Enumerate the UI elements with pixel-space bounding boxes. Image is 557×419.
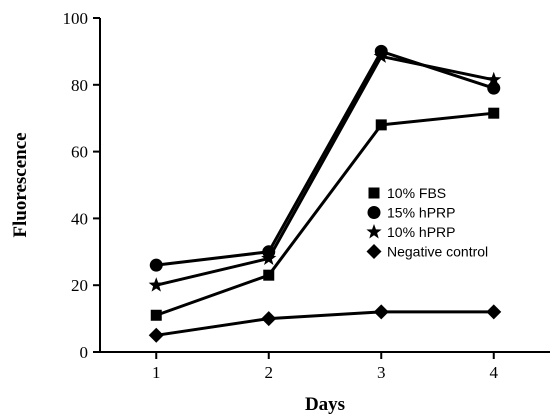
series-line-3 (156, 310, 494, 337)
y-axis-title: Fluorescence (10, 132, 31, 237)
y-tick-label: 0 (80, 343, 89, 362)
series-0-point (488, 107, 500, 119)
series-markers (148, 44, 502, 343)
series-line-1 (156, 49, 495, 267)
legend: 10% FBS 15% hPRP 10% hPRP Negative control (366, 185, 488, 260)
series-line-0 (155, 111, 494, 317)
series-3-point (148, 327, 164, 343)
y-tick-label: 80 (71, 76, 88, 95)
series-1-point (487, 81, 501, 95)
series-line-2 (155, 54, 495, 287)
series-2-point (148, 277, 164, 292)
series-0-point (375, 119, 387, 131)
legend-label-2: 10% hPRP (387, 224, 455, 240)
series-0-point (150, 309, 162, 321)
series-1-point (149, 258, 163, 272)
series-3-point (373, 304, 389, 320)
series-3-point (486, 304, 502, 320)
legend-marker-2 (366, 224, 382, 239)
y-tick-label: 100 (63, 9, 89, 28)
x-tick-label: 4 (490, 363, 499, 382)
legend-marker-3 (366, 244, 382, 259)
x-tick-label: 1 (152, 363, 161, 382)
legend-label-0: 10% FBS (387, 185, 446, 201)
series-3-point (261, 311, 277, 327)
y-tick-label: 60 (71, 143, 88, 162)
legend-label-3: Negative control (387, 244, 488, 260)
series-2-point (261, 250, 277, 265)
legend-marker-1 (367, 206, 381, 219)
axes (99, 18, 550, 353)
series-2-point (486, 71, 502, 87)
x-axis-title: Days (305, 394, 345, 415)
legend-marker-0 (368, 187, 380, 199)
legend-label-1: 15% hPRP (387, 205, 455, 221)
series-lines (155, 49, 495, 337)
y-tick-label: 40 (71, 209, 88, 228)
series-2-point (373, 48, 389, 63)
y-tick-label: 20 (71, 276, 88, 295)
x-tick-label: 3 (377, 363, 386, 382)
x-tick-label: 2 (265, 363, 274, 382)
series-0-point (263, 269, 275, 281)
ticks: 0 20 40 60 80 100 1 2 3 4 (63, 9, 499, 382)
